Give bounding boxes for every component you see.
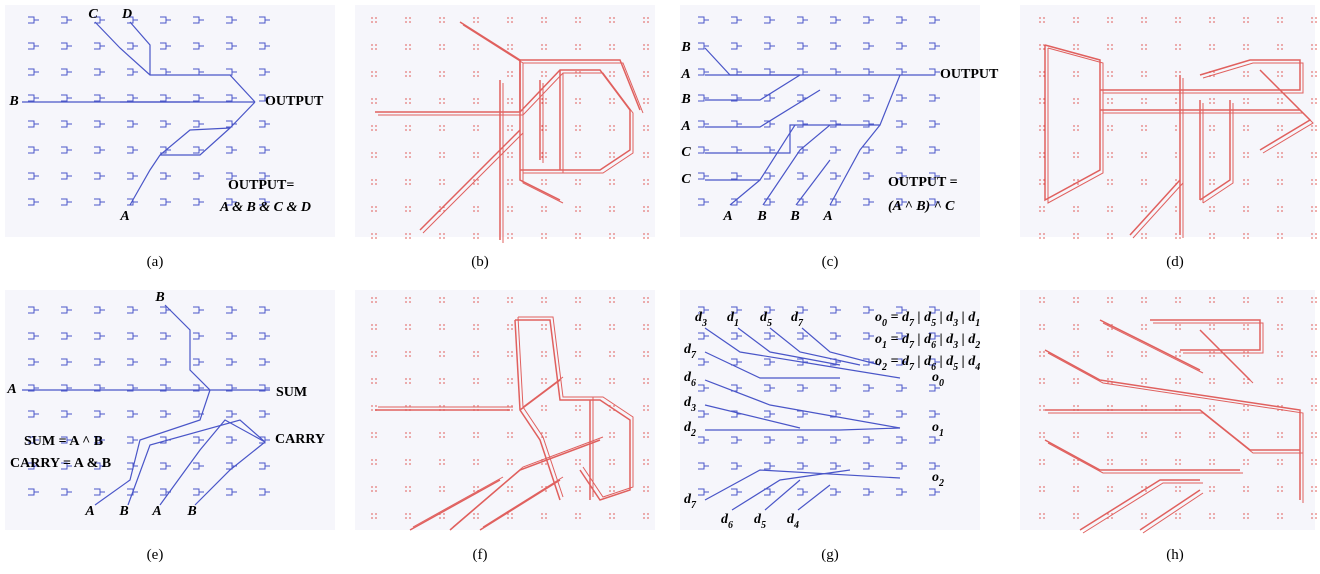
panel-bg	[5, 290, 335, 530]
circuit-label: SUM = A ^ B	[24, 434, 103, 449]
circuit-label: B	[680, 40, 690, 55]
panel-bg	[1020, 5, 1315, 237]
circuit-label: (A ^ B) ^ C	[888, 199, 955, 214]
panel-caption: (d)	[1166, 254, 1184, 270]
circuit-label: A	[6, 382, 16, 397]
circuit-label: CARRY	[275, 432, 325, 447]
panel-bg	[355, 5, 655, 237]
circuit-label: C	[88, 7, 98, 22]
circuit-label: A	[822, 209, 832, 224]
panel-caption: (e)	[147, 547, 164, 563]
circuit-label: B	[756, 209, 766, 224]
circuit-label: OUTPUT	[940, 67, 999, 82]
panel-caption: (h)	[1166, 547, 1184, 563]
panel-caption: (b)	[471, 254, 489, 270]
circuit-label: SUM	[276, 385, 307, 400]
circuit-label: A	[151, 504, 161, 519]
panel-caption: (a)	[147, 254, 164, 270]
circuit-label: B	[154, 290, 164, 305]
circuit-label: A	[722, 209, 732, 224]
circuit-label: C	[681, 145, 691, 160]
circuit-label: A	[680, 119, 690, 134]
panel-caption: (g)	[821, 547, 839, 563]
circuit-label: OUTPUT=	[228, 178, 294, 193]
circuit-label: B	[186, 504, 196, 519]
circuit-label: B	[789, 209, 799, 224]
circuit-label: B	[8, 94, 18, 109]
circuit-label: A	[84, 504, 94, 519]
circuit-label: OUTPUT	[265, 94, 324, 109]
circuit-label: OUTPUT =	[888, 175, 958, 190]
circuit-label: C	[681, 172, 691, 187]
panel-caption: (f)	[473, 547, 488, 563]
circuit-label: CARRY = A & B	[10, 456, 111, 471]
figure: CDBOUTPUTOUTPUT=A & B & C & DABABACCOUTP…	[0, 0, 1320, 569]
circuit-label: B	[118, 504, 128, 519]
circuit-label: A & B & C & D	[219, 200, 311, 215]
circuit-label: A	[119, 209, 129, 224]
circuit-label: D	[121, 7, 132, 22]
circuit-label: A	[680, 67, 690, 82]
panel-caption: (c)	[822, 254, 839, 270]
circuit-label: B	[680, 92, 690, 107]
